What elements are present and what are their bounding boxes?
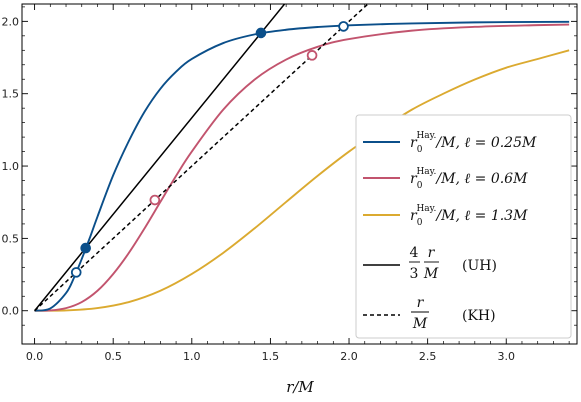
series-kh-line — [34, 4, 370, 312]
legend-kh-M: M — [412, 316, 428, 332]
legend-uh-den: 3 — [410, 266, 419, 282]
legend: r0Hay./M, ℓ = 0.25M r0Hay./M, ℓ = 0.6M r… — [355, 114, 572, 339]
y-tick-label: 0.0 — [2, 305, 20, 318]
x-tick-label: 2.5 — [419, 350, 437, 363]
marker-layer — [70, 21, 349, 278]
legend-entry-1: r0Hay./M, ℓ = 0.6M — [363, 167, 528, 191]
x-tick-labels: 0.0 0.5 1.0 1.5 2.0 2.5 3.0 — [26, 350, 515, 363]
kh-intersection-marker — [306, 50, 318, 61]
y-tick-label: 1.0 — [2, 160, 20, 173]
legend-box — [355, 114, 572, 339]
kh-intersection-marker — [70, 267, 82, 278]
y-tick-label: 1.5 — [2, 88, 20, 101]
x-tick-label: 0.5 — [104, 350, 122, 363]
series-uh-line — [33, 4, 286, 312]
legend-uh-M: M — [423, 266, 439, 282]
legend-entry-0: r0Hay./M, ℓ = 0.25M — [363, 131, 537, 155]
uh-intersection-marker — [255, 27, 267, 39]
plot-frame — [21, 3, 578, 345]
legend-entry-kh: r M (KH) — [363, 295, 496, 332]
x-tick-label: 3.0 — [497, 350, 515, 363]
x-tick-label: 1.0 — [183, 350, 201, 363]
series-hayward-l06 — [34, 23, 570, 312]
x-axis-label: r/M — [286, 378, 314, 396]
uh-intersection-marker — [80, 242, 91, 254]
legend-kh-r: r — [417, 295, 425, 311]
y-tick-label: 0.5 — [2, 232, 20, 245]
legend-uh-tag: (UH) — [462, 258, 497, 274]
legend-kh-tag: (KH) — [462, 308, 496, 324]
kh-intersection-marker — [338, 21, 349, 32]
legend-uh-r: r — [428, 245, 436, 261]
legend-label-1: r0Hay./M, ℓ = 0.6M — [410, 167, 528, 191]
legend-label-0: r0Hay./M, ℓ = 0.25M — [410, 131, 537, 155]
y-tick-label: 2.0 — [2, 15, 20, 28]
x-tick-label: 1.5 — [262, 350, 280, 363]
legend-entry-2: r0Hay./M, ℓ = 1.3M — [363, 204, 528, 228]
legend-uh-num: 4 — [410, 245, 419, 261]
x-tick-label: 2.0 — [340, 350, 358, 363]
legend-label-2: r0Hay./M, ℓ = 1.3M — [410, 204, 528, 228]
x-tick-label: 0.0 — [26, 350, 44, 363]
kh-intersection-marker — [149, 194, 161, 206]
series-hayward-l13 — [34, 49, 570, 312]
y-tick-labels: 0.0 0.5 1.0 1.5 2.0 — [2, 15, 20, 317]
legend-entry-uh: 4 3 r M (UH) — [363, 245, 497, 282]
tick-marks — [22, 4, 577, 344]
